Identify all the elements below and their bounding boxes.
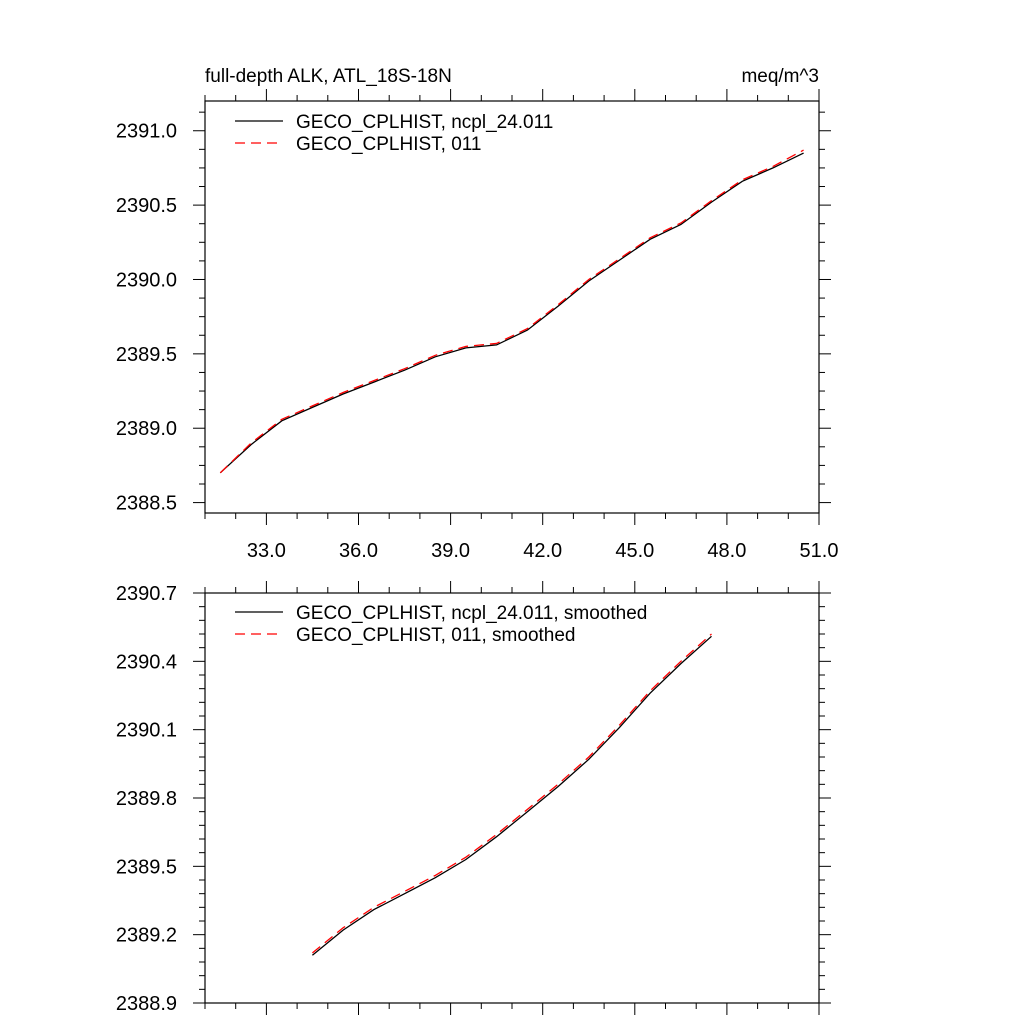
- bottom-y-tick-label: 2389.2: [116, 925, 177, 947]
- bottom-legend-label-2: GECO_CPLHIST, 011, smoothed: [296, 625, 576, 646]
- top-y-tick-label: 2391.0: [116, 121, 177, 143]
- bottom-y-tick-label: 2389.8: [116, 788, 177, 810]
- top-x-tick-label: 36.0: [339, 540, 378, 562]
- top-y-tick-label: 2389.0: [116, 418, 177, 440]
- bottom-plot-frame: [204, 592, 820, 1004]
- top-x-tick-label: 39.0: [431, 540, 470, 562]
- top-y-tick-label: 2390.0: [116, 269, 177, 291]
- bottom-series-line-1: [311, 635, 712, 956]
- bottom-legend: GECO_CPLHIST, ncpl_24.011, smoothed GECO…: [235, 603, 647, 646]
- bottom-y-tick-label: 2388.9: [116, 993, 177, 1015]
- top-plot-frame: [204, 100, 820, 514]
- bottom-legend-label-1: GECO_CPLHIST, ncpl_24.011, smoothed: [296, 603, 647, 624]
- bottom-ticks: 2388.9 2389.2 2389.5 2389.8 2390.1 2390.4 2390…: [116, 581, 831, 1015]
- top-legend: GECO_CPLHIST, ncpl_24.011 GECO_CPLHIST, …: [235, 112, 553, 155]
- top-x-tick-label: 42.0: [523, 540, 562, 562]
- top-title: full-depth ALK, ATL_18S-18N: [205, 66, 452, 87]
- top-units-label: meq/m^3: [741, 66, 819, 87]
- top-y-tick-label: 2389.5: [116, 344, 177, 366]
- top-ticks: 33.0 36.0 39.0 42.0 45.0 48.0 51.0 2388.5 2389.0…: [116, 89, 839, 562]
- bottom-y-tick-label: 2389.5: [116, 856, 177, 878]
- bottom-y-tick-label: 2390.1: [116, 720, 177, 742]
- top-x-tick-label: 51.0: [800, 540, 839, 562]
- top-x-tick-label: 33.0: [247, 540, 286, 562]
- bottom-y-tick-label: 2390.4: [116, 651, 177, 673]
- top-x-tick-label: 48.0: [707, 540, 746, 562]
- top-series-line-1: [219, 152, 804, 474]
- top-series-line-2: [219, 149, 804, 474]
- top-y-tick-label: 2388.5: [116, 493, 177, 515]
- bottom-series: [311, 633, 712, 956]
- bottom-panel: 2388.9 2389.2 2389.5 2389.8 2390.1 2390.4 2390…: [116, 581, 831, 1015]
- top-legend-label-1: GECO_CPLHIST, ncpl_24.011: [296, 112, 553, 133]
- bottom-y-tick-label: 2390.7: [116, 583, 177, 605]
- top-legend-label-2: GECO_CPLHIST, 011: [296, 134, 482, 155]
- top-panel: full-depth ALK, ATL_18S-18N meq/m^3 33.0…: [116, 66, 839, 562]
- top-x-tick-label: 45.0: [615, 540, 654, 562]
- top-y-tick-label: 2390.5: [116, 195, 177, 217]
- top-series: [219, 149, 804, 474]
- bottom-series-line-2: [311, 633, 712, 954]
